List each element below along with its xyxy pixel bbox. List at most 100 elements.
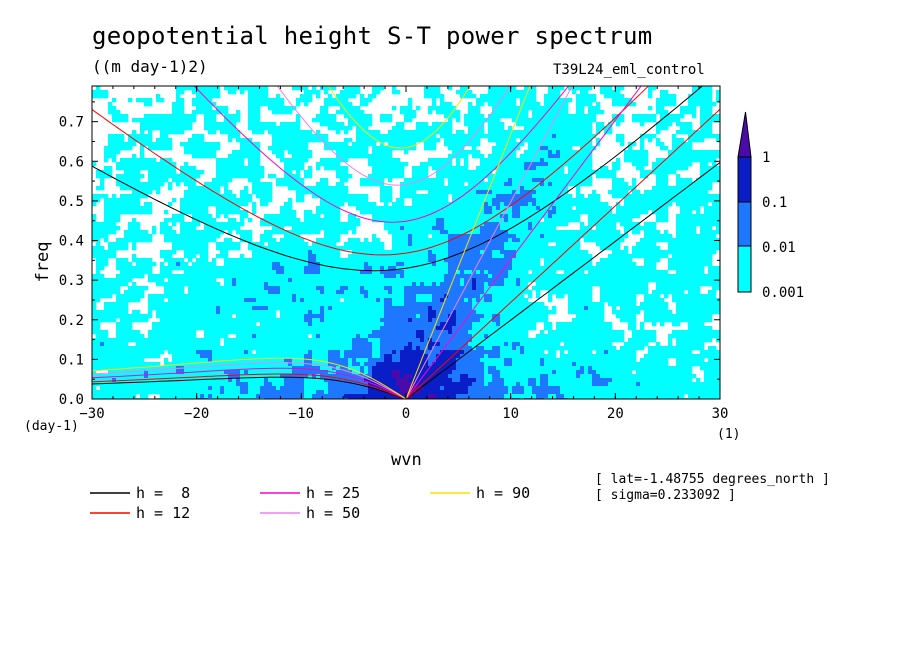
heat-cell [568, 166, 573, 171]
heat-cell [260, 90, 265, 95]
heat-cell [540, 122, 545, 127]
heat-cell [712, 150, 717, 155]
heat-cell [388, 138, 393, 143]
heat-cell [624, 158, 629, 163]
heat-cell [360, 142, 365, 147]
heat-cell [388, 250, 393, 255]
heat-cell [160, 146, 165, 151]
heat-cell [508, 230, 513, 235]
heat-cell [660, 102, 665, 107]
heat-cell [332, 266, 337, 271]
heat-cell [408, 138, 413, 143]
heat-cell [576, 266, 581, 271]
heat-cell [104, 198, 109, 203]
heat-cell [600, 218, 605, 223]
heat-cell [420, 198, 425, 203]
heat-cell [556, 142, 561, 147]
heat-cell [256, 266, 261, 271]
heat-cell [204, 234, 209, 239]
heat-cell [692, 198, 697, 203]
heat-cell [664, 126, 669, 131]
heat-cell [264, 90, 269, 95]
heat-cell [232, 218, 237, 223]
heat-cell [392, 230, 397, 235]
heat-cell [552, 238, 557, 243]
heat-cell [468, 90, 473, 95]
heat-cell [180, 118, 185, 123]
heat-cell [172, 234, 177, 239]
heat-cell [208, 126, 213, 131]
heat-cell [524, 210, 529, 215]
heat-cell [436, 110, 441, 115]
heat-cell [672, 186, 677, 191]
heat-cell [240, 154, 245, 159]
heat-cell [600, 222, 605, 227]
heat-cell [252, 206, 257, 211]
heat-cell [520, 186, 525, 191]
heat-cell [672, 138, 677, 143]
heat-cell [268, 130, 273, 135]
heat-cell [320, 162, 325, 167]
heat-cell [388, 222, 393, 227]
heat-cell [600, 238, 605, 243]
heat-cell [716, 166, 720, 171]
heat-cell [332, 198, 337, 203]
heat-cell [240, 198, 245, 203]
heat-cell [188, 230, 193, 235]
heat-cell [428, 202, 433, 207]
heat-cell [516, 262, 521, 267]
heat-cell [280, 210, 285, 215]
heat-cell [400, 110, 405, 115]
heat-cell [376, 174, 381, 179]
heat-cell [576, 246, 581, 251]
heat-cell [396, 174, 401, 179]
heat-cell [104, 150, 109, 155]
heat-cell [676, 238, 681, 243]
heat-cell [472, 122, 477, 127]
heat-cell [108, 214, 113, 219]
heat-cell [576, 214, 581, 219]
heat-cell [164, 138, 169, 143]
heat-cell [548, 86, 553, 91]
heat-cell [116, 166, 121, 171]
heat-cell [276, 126, 281, 131]
heat-cell [296, 98, 301, 103]
heat-cell [116, 202, 121, 207]
heat-cell [140, 130, 145, 135]
heat-cell [156, 178, 161, 183]
heat-cell [432, 214, 437, 219]
heat-cell [212, 130, 217, 135]
heat-cell [456, 166, 461, 171]
heat-cell [640, 254, 645, 259]
heat-cell [96, 246, 101, 251]
heat-cell [680, 194, 685, 199]
heat-cell [260, 254, 265, 259]
heat-cell [428, 242, 433, 247]
heat-cell [196, 102, 201, 107]
heat-cell [588, 114, 593, 119]
heat-cell [292, 238, 297, 243]
heat-cell [540, 154, 545, 159]
heat-cell [320, 206, 325, 211]
heat-cell [564, 98, 569, 103]
heat-cell [496, 266, 501, 271]
heat-cell [640, 138, 645, 143]
heat-cell [448, 146, 453, 151]
heat-cell [680, 106, 685, 111]
heat-cell [160, 174, 165, 179]
heat-cell [444, 242, 449, 247]
heat-cell [172, 258, 177, 263]
heat-cell [256, 182, 261, 187]
heat-cell [648, 254, 653, 259]
heat-cell [220, 254, 225, 259]
heat-cell [264, 254, 269, 259]
heat-cell [120, 134, 125, 139]
heat-cell [560, 174, 565, 179]
heat-cell [520, 262, 525, 267]
heat-cell [592, 214, 597, 219]
heat-cell [252, 130, 257, 135]
heat-cell [620, 250, 625, 255]
heat-cell [228, 202, 233, 207]
heat-cell [472, 238, 477, 243]
heat-cell [260, 198, 265, 203]
